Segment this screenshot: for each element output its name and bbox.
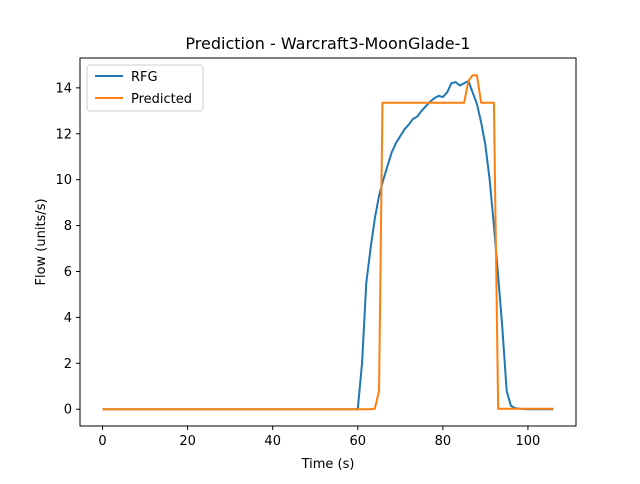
x-tick-label: 0 <box>98 434 106 449</box>
x-tick-label: 100 <box>516 434 541 449</box>
series-line-predicted <box>102 74 554 411</box>
y-tick-label: 6 <box>64 265 72 280</box>
y-tick-label: 8 <box>64 219 72 234</box>
axes-frame <box>79 57 577 427</box>
y-tick-label: 14 <box>55 81 72 96</box>
y-tick-label: 4 <box>64 311 72 326</box>
y-axis-label: Flow (units/s) <box>34 198 49 285</box>
y-tick-label: 12 <box>55 127 72 142</box>
x-tick-label: 80 <box>435 434 452 449</box>
chart-title: Prediction - Warcraft3-MoonGlade-1 <box>185 34 470 53</box>
x-tick-label: 20 <box>179 434 196 449</box>
legend-label-predicted: Predicted <box>131 92 192 107</box>
y-axis: 0 2 4 6 8 10 12 14 <box>55 81 80 418</box>
y-tick-label: 10 <box>55 173 72 188</box>
x-tick-label: 40 <box>264 434 281 449</box>
x-tick-label: 60 <box>350 434 367 449</box>
legend: RFG Predicted <box>86 64 204 112</box>
legend-label-rfg: RFG <box>131 70 158 85</box>
y-tick-label: 2 <box>64 357 72 372</box>
y-tick-label: 0 <box>64 403 72 418</box>
plot-area <box>102 74 554 411</box>
x-axis-label: Time (s) <box>301 457 355 472</box>
x-axis: 0 20 40 60 80 100 <box>98 426 540 449</box>
